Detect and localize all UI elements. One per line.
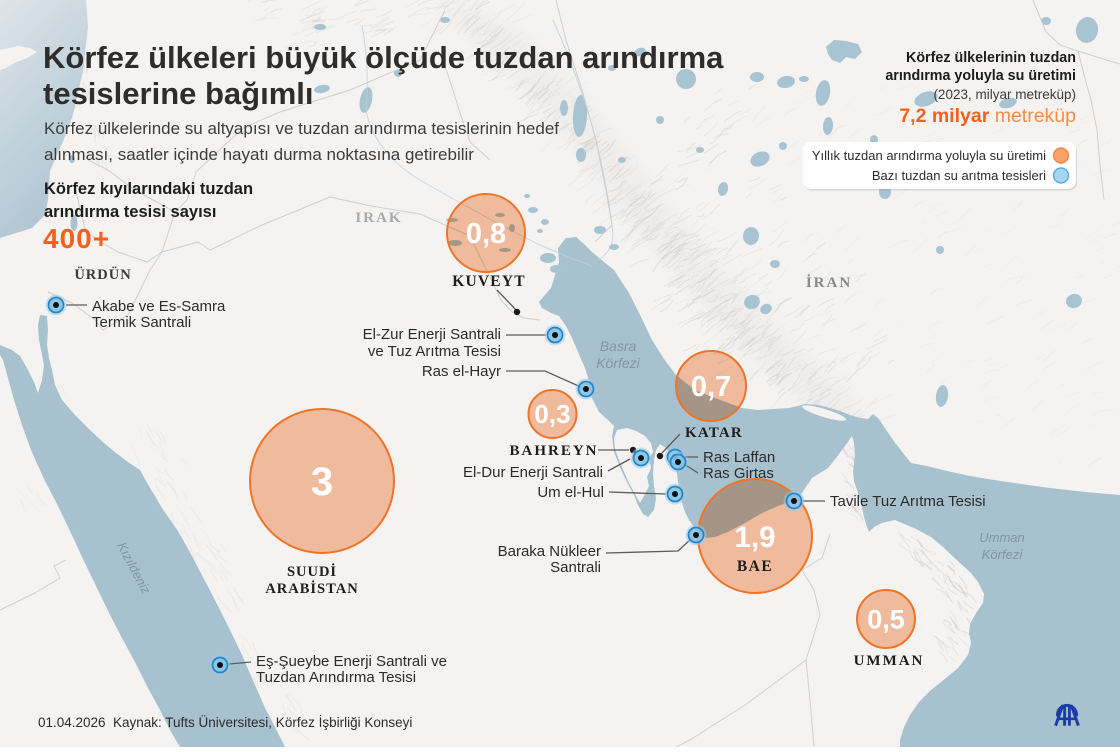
svg-text:7,2 milyar metreküp: 7,2 milyar metreküp	[899, 105, 1076, 127]
svg-text:0,7: 0,7	[691, 371, 731, 403]
svg-text:El-Zur Enerji Santrali: El-Zur Enerji Santrali	[363, 326, 501, 343]
svg-text:Eş-Şueybe Enerji Santrali ve: Eş-Şueybe Enerji Santrali ve	[256, 653, 447, 670]
svg-text:El-Dur Enerji Santrali: El-Dur Enerji Santrali	[463, 464, 603, 481]
svg-text:Ras Laffan: Ras Laffan	[703, 449, 775, 466]
svg-text:Körfezi: Körfezi	[596, 355, 640, 371]
svg-text:arındırma yoluyla su üretimi: arındırma yoluyla su üretimi	[885, 68, 1076, 84]
svg-text:Santrali: Santrali	[550, 559, 601, 576]
svg-text:alınması, saatler içinde hayat: alınması, saatler içinde hayatı durma no…	[44, 145, 474, 164]
svg-text:Körfez ülkelerinde su altyapıs: Körfez ülkelerinde su altyapısı ve tuzda…	[44, 119, 559, 138]
svg-text:0,8: 0,8	[466, 218, 506, 250]
svg-text:Umman: Umman	[979, 530, 1025, 545]
svg-text:SUUDİ: SUUDİ	[287, 563, 337, 580]
svg-text:(2023, milyar metreküp): (2023, milyar metreküp)	[933, 87, 1076, 102]
svg-text:Um el-Hul: Um el-Hul	[537, 484, 604, 501]
svg-text:BAE: BAE	[737, 558, 773, 575]
svg-text:İRAN: İRAN	[806, 274, 852, 291]
svg-text:0,5: 0,5	[867, 605, 905, 635]
svg-text:Termik Santrali: Termik Santrali	[92, 314, 191, 331]
svg-text:ÜRDÜN: ÜRDÜN	[74, 266, 131, 283]
svg-text:Ras Girtas: Ras Girtas	[703, 465, 774, 482]
svg-text:01.04.2026: 01.04.2026	[38, 715, 106, 730]
svg-text:Ras el-Hayr: Ras el-Hayr	[422, 363, 501, 380]
svg-text:0,3: 0,3	[534, 399, 570, 429]
svg-text:KATAR: KATAR	[685, 425, 743, 441]
svg-text:Yıllık tuzdan arındırma yoluyl: Yıllık tuzdan arındırma yoluyla su üreti…	[812, 148, 1046, 163]
svg-text:arındırma tesisi sayısı: arındırma tesisi sayısı	[44, 203, 216, 221]
svg-text:Bazı tuzdan su arıtma tesisler: Bazı tuzdan su arıtma tesisleri	[872, 168, 1046, 183]
svg-text:UMMAN: UMMAN	[854, 653, 925, 669]
svg-text:Tavile Tuz Arıtma Tesisi: Tavile Tuz Arıtma Tesisi	[830, 493, 986, 510]
svg-text:3: 3	[311, 460, 333, 504]
svg-text:Körfez kıyılarındaki tuzdan: Körfez kıyılarındaki tuzdan	[44, 180, 253, 198]
svg-text:400+: 400+	[43, 223, 110, 254]
svg-text:BAHREYN: BAHREYN	[509, 443, 598, 459]
svg-text:ve Tuz Arıtma Tesisi: ve Tuz Arıtma Tesisi	[368, 343, 501, 360]
svg-text:tesislerine bağımlı: tesislerine bağımlı	[43, 76, 314, 111]
svg-text:Basra: Basra	[600, 338, 637, 354]
svg-text:Tuzdan Arındırma Tesisi: Tuzdan Arındırma Tesisi	[256, 669, 416, 686]
svg-text:Baraka Nükleer: Baraka Nükleer	[498, 543, 601, 560]
svg-text:Körfezi: Körfezi	[982, 547, 1024, 562]
svg-text:Akabe ve Es-Samra: Akabe ve Es-Samra	[92, 298, 226, 315]
svg-text:1,9: 1,9	[734, 521, 775, 554]
svg-text:IRAK: IRAK	[355, 210, 402, 226]
svg-text:Kaynak: Tufts Üniversitesi, Kö: Kaynak: Tufts Üniversitesi, Körfez İşbir…	[113, 715, 412, 730]
svg-text:Körfez ülkelerinin tuzdan: Körfez ülkelerinin tuzdan	[906, 50, 1076, 66]
svg-text:Körfez ülkeleri büyük ölçüde t: Körfez ülkeleri büyük ölçüde tuzdan arın…	[43, 40, 724, 75]
svg-text:KUVEYT: KUVEYT	[452, 273, 526, 290]
svg-text:ARABİSTAN: ARABİSTAN	[265, 580, 358, 597]
